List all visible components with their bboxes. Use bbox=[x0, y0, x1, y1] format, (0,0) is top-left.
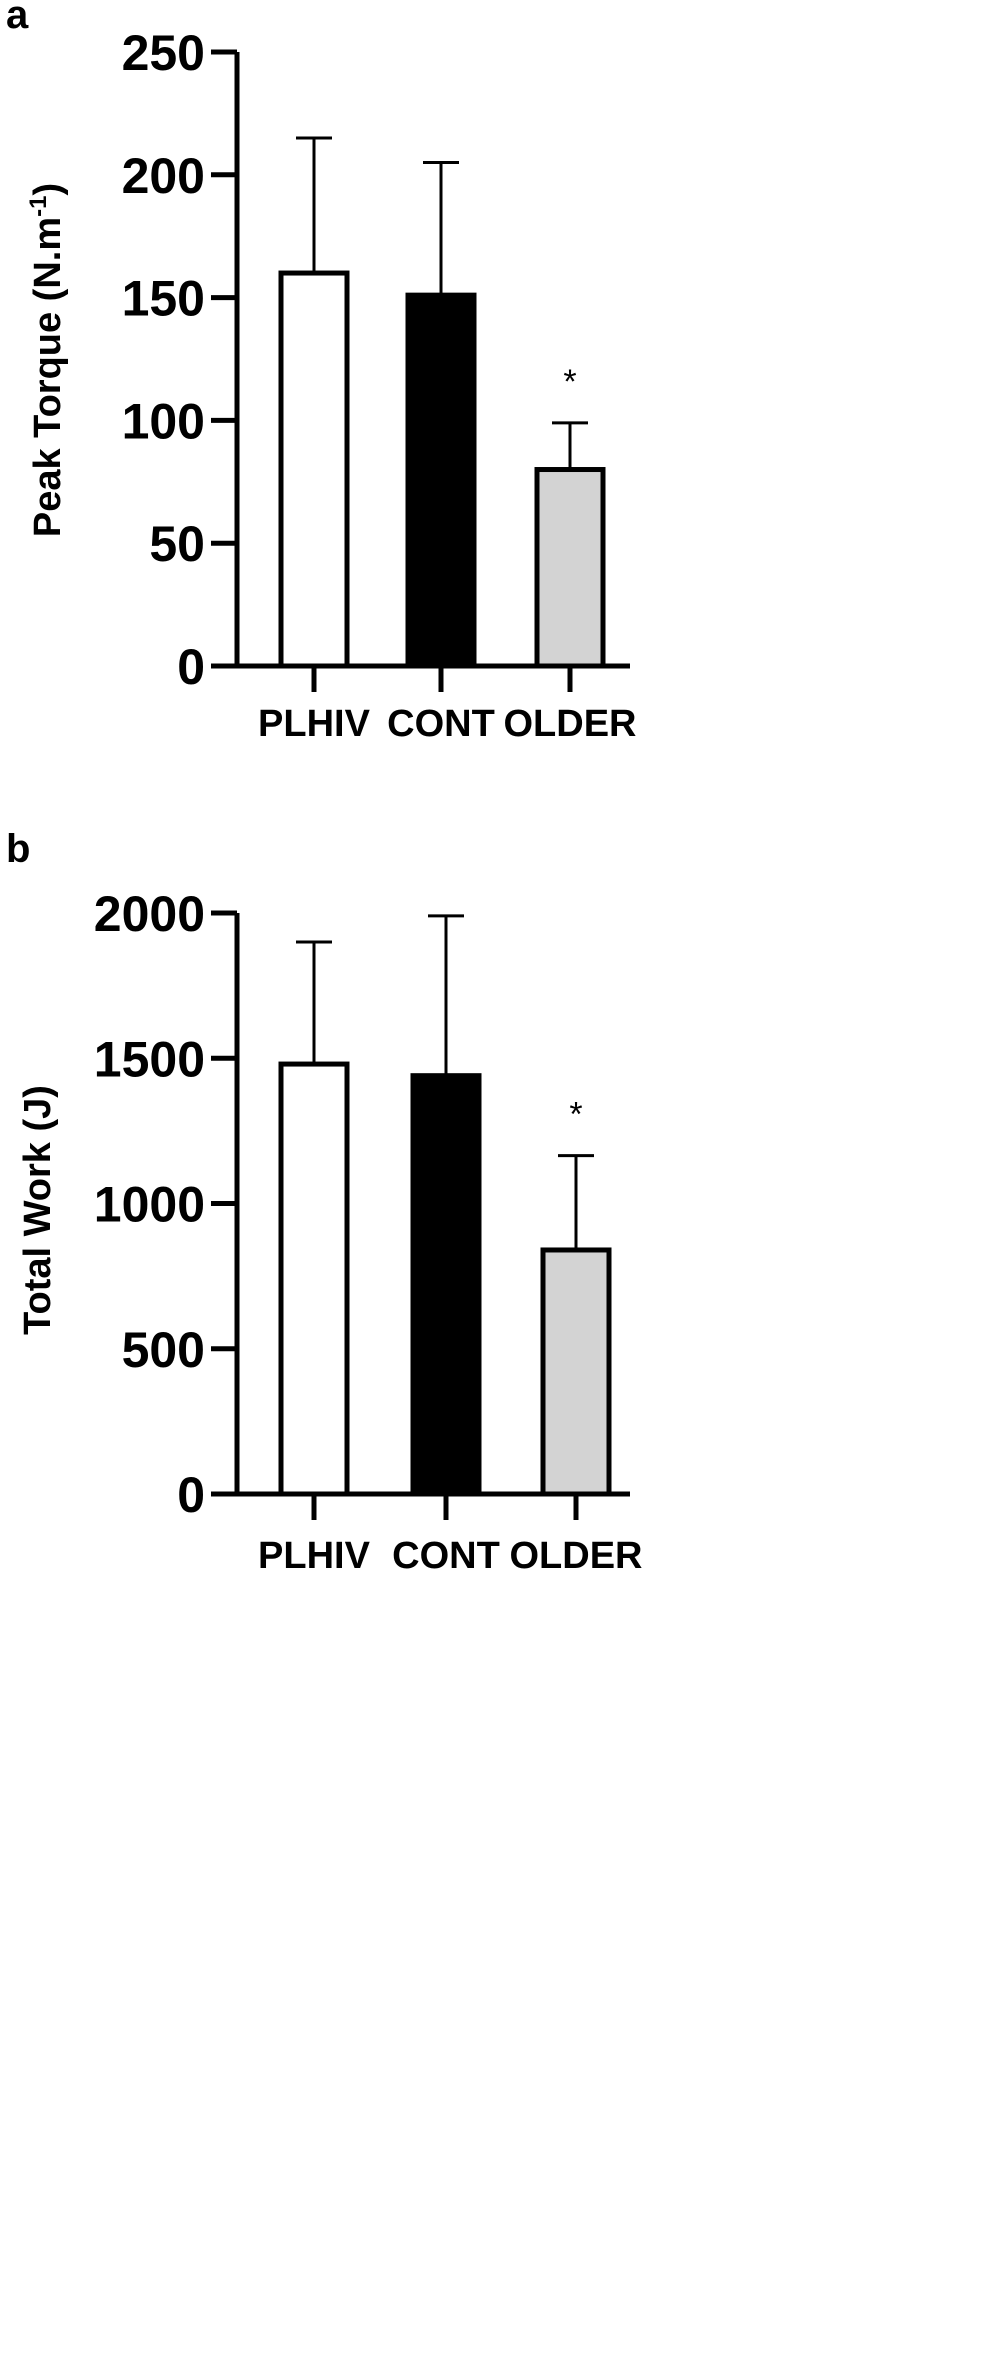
panel-a-y-axis-title: Peak Torque (N.m-1) bbox=[25, 183, 69, 537]
panel-a-y-tick-label: 250 bbox=[122, 25, 205, 81]
panel-a-label: a bbox=[6, 0, 29, 37]
panel-a-significance-marker: * bbox=[563, 363, 576, 401]
panel-a-x-tick-label: CONT bbox=[387, 703, 495, 745]
panel-a-y-tick-label: 100 bbox=[122, 393, 205, 449]
panel-a-y-axis-title-superscript: -1 bbox=[25, 196, 52, 217]
panel-a-y-axis-title-text: Peak Torque (N.m bbox=[27, 217, 69, 537]
panel-a-y-tick-label: 200 bbox=[122, 148, 205, 204]
panel-b-x-tick-label: OLDER bbox=[510, 1535, 643, 1577]
panel-a-bar-plhiv bbox=[278, 270, 350, 669]
panel-a-y-tick-label: 50 bbox=[149, 516, 205, 572]
panel-b-plot-area: 0 500 1000 1500 2000 PLHIV CONT OLDER * bbox=[94, 886, 643, 1577]
panel-b-bar-cont bbox=[410, 1073, 482, 1497]
panel-b-label: b bbox=[6, 827, 30, 871]
panel-b-y-tick-label: 500 bbox=[122, 1322, 205, 1378]
panel-b-bar-older bbox=[540, 1247, 612, 1497]
panel-a-bar-cont bbox=[405, 292, 477, 669]
panel-b-x-tick-label: PLHIV bbox=[258, 1535, 371, 1577]
panel-b-y-axis-title: Total Work (J) bbox=[17, 1085, 59, 1335]
panel-b-y-tick-label: 1500 bbox=[94, 1031, 205, 1087]
panel-a-chart: a Peak Torque (N.m-1) 0 50 100 150 200 250 PLH… bbox=[6, 0, 637, 745]
panel-b-x-tick-label: CONT bbox=[392, 1535, 500, 1577]
panel-b-y-tick-label: 1000 bbox=[94, 1177, 205, 1233]
panel-a-plot-area: 0 50 100 150 200 250 PLHIV CONT OLDER * bbox=[122, 25, 637, 745]
panel-a-bar-older bbox=[534, 467, 606, 669]
panel-b-y-tick-label: 0 bbox=[177, 1467, 205, 1523]
panel-a-y-axis-title-close: ) bbox=[27, 183, 69, 196]
panel-b-y-tick-label: 2000 bbox=[94, 886, 205, 942]
panel-a-x-tick-label: OLDER bbox=[504, 703, 637, 745]
panel-b-significance-marker: * bbox=[569, 1096, 582, 1134]
panel-b-bar-plhiv bbox=[278, 1061, 350, 1497]
panel-a-x-tick-label: PLHIV bbox=[258, 703, 371, 745]
panel-b-chart: b Total Work (J) 0 500 1000 1500 2000 PLHIV CO… bbox=[6, 827, 643, 1577]
panel-a-y-tick-label: 150 bbox=[122, 271, 205, 327]
panel-a-y-tick-label: 0 bbox=[177, 639, 205, 695]
